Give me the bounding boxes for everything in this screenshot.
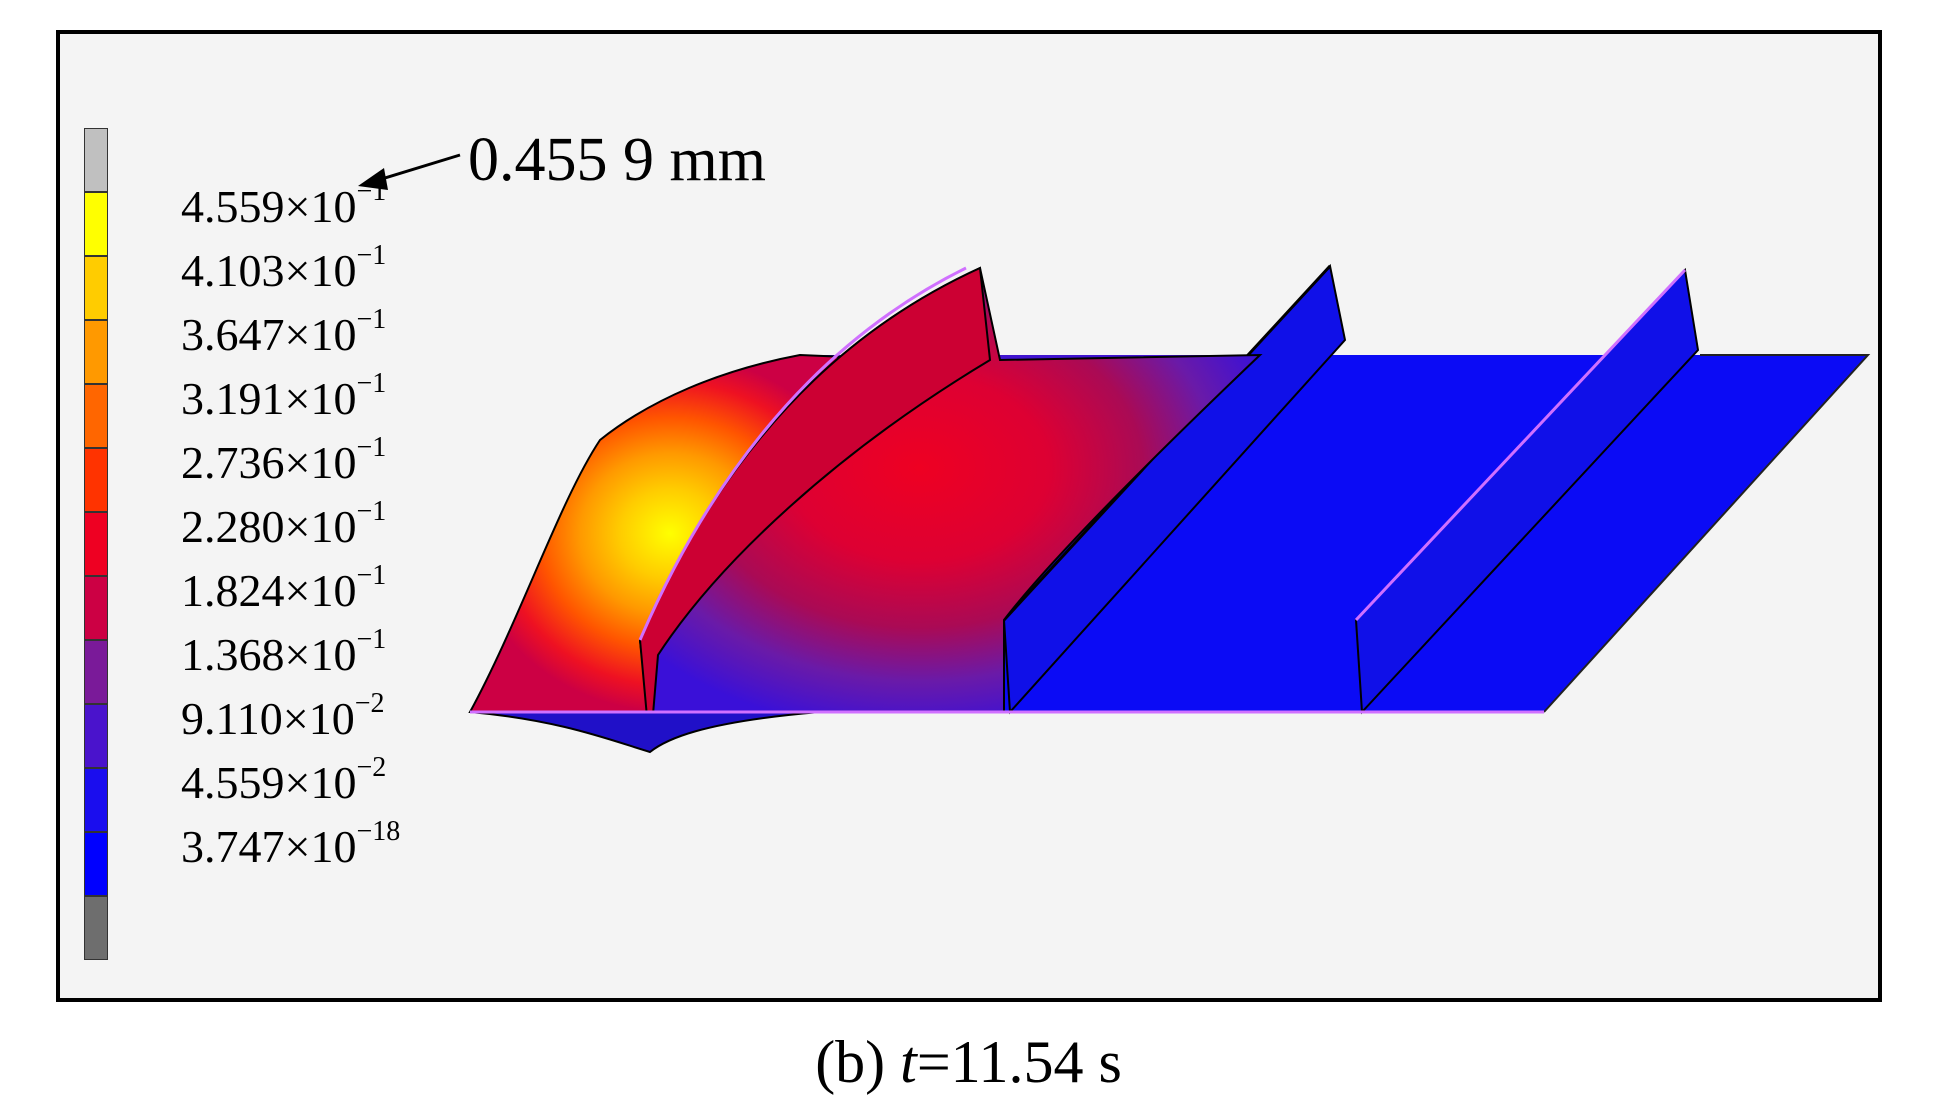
legend-exponent: −2: [354, 688, 385, 719]
legend-times: ×10: [284, 309, 357, 360]
panel-underside-bulge: [469, 711, 821, 754]
legend-mantissa: 3.747: [181, 821, 285, 872]
color-legend: [84, 128, 108, 960]
legend-exponent: −1: [356, 240, 387, 271]
legend-swatch-bottom-cap: [84, 896, 108, 960]
legend-label-1: 4.103×10−1: [181, 242, 386, 294]
legend-mantissa: 3.191: [181, 373, 285, 424]
legend-swatch-9: [84, 768, 108, 832]
legend-mantissa: 4.103: [181, 245, 285, 296]
legend-label-0: 4.559×10−1: [181, 178, 386, 230]
legend-mantissa: 9.110: [181, 693, 283, 744]
figure-caption: (b) t=11.54 s: [0, 1028, 1937, 1097]
legend-exponent: −1: [356, 432, 387, 463]
legend-times: ×10: [284, 757, 357, 808]
legend-exponent: −2: [356, 752, 387, 783]
caption-prefix: (b): [815, 1029, 901, 1095]
legend-times: ×10: [284, 373, 357, 424]
legend-swatch-5: [84, 512, 108, 576]
legend-times: ×10: [284, 821, 357, 872]
legend-label-3: 3.191×10−1: [181, 370, 386, 422]
legend-times: ×10: [284, 245, 357, 296]
legend-times: ×10: [284, 437, 357, 488]
legend-swatch-4: [84, 448, 108, 512]
legend-times: ×10: [282, 693, 355, 744]
legend-exponent: −1: [356, 560, 387, 591]
legend-exponent: −1: [356, 368, 387, 399]
legend-times: ×10: [284, 501, 357, 552]
legend-label-10: 3.747×10−18: [181, 818, 400, 870]
legend-exponent: −1: [356, 496, 387, 527]
legend-mantissa: 1.368: [181, 629, 285, 680]
legend-swatch-3: [84, 384, 108, 448]
caption-variable: t: [900, 1029, 917, 1095]
caption-rest: =11.54 s: [916, 1029, 1122, 1095]
legend-swatch-10: [84, 832, 108, 896]
legend-times: ×10: [284, 629, 357, 680]
legend-mantissa: 4.559: [181, 757, 285, 808]
legend-swatch-6: [84, 576, 108, 640]
max-displacement-annotation: 0.455 9 mm: [468, 126, 766, 194]
legend-swatch-8: [84, 704, 108, 768]
legend-label-2: 3.647×10−1: [181, 306, 386, 358]
legend-swatch-top-cap: [84, 128, 108, 192]
legend-swatch-0: [84, 192, 108, 256]
legend-label-9: 4.559×10−2: [181, 754, 386, 806]
legend-mantissa: 2.280: [181, 501, 285, 552]
legend-label-4: 2.736×10−1: [181, 434, 386, 486]
legend-label-5: 2.280×10−1: [181, 498, 386, 550]
legend-swatch-2: [84, 320, 108, 384]
legend-exponent: −18: [356, 816, 401, 847]
legend-mantissa: 3.647: [181, 309, 285, 360]
legend-times: ×10: [284, 565, 357, 616]
legend-label-6: 1.824×10−1: [181, 562, 386, 614]
legend-times: ×10: [284, 181, 357, 232]
stiffener-1-edge: [638, 266, 967, 641]
legend-mantissa: 1.824: [181, 565, 285, 616]
plate-outline: [1543, 354, 1871, 713]
legend-label-7: 1.368×10−1: [181, 626, 386, 678]
legend-mantissa: 4.559: [181, 181, 285, 232]
legend-swatch-7: [84, 640, 108, 704]
legend-swatch-1: [84, 256, 108, 320]
legend-mantissa: 2.736: [181, 437, 285, 488]
legend-exponent: −1: [356, 624, 387, 655]
legend-exponent: −1: [356, 304, 387, 335]
stiffener-3-edge: [1354, 268, 1687, 622]
legend-label-8: 9.110×10−2: [181, 690, 385, 742]
